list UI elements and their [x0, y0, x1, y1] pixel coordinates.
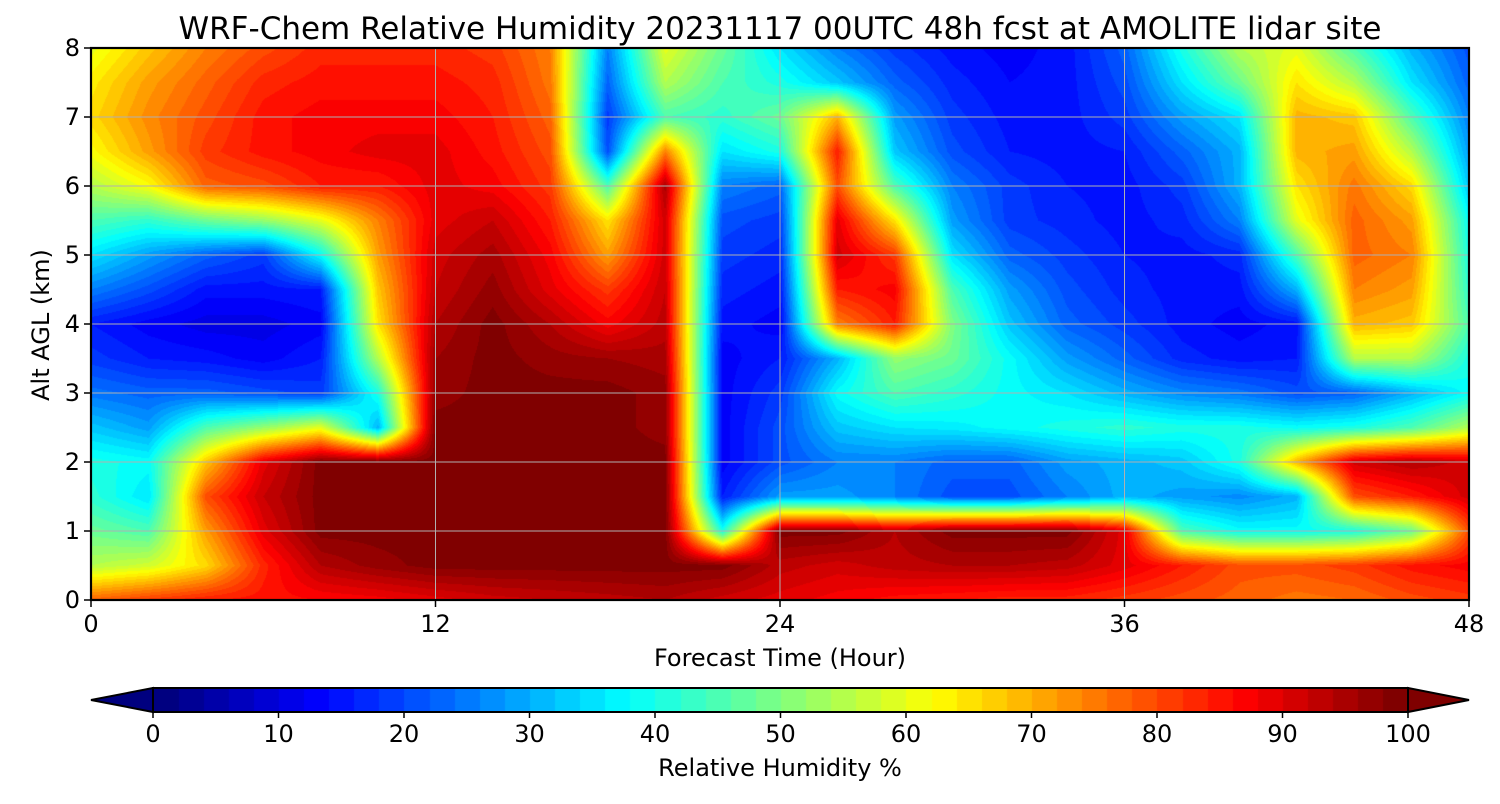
colorbar-tick-label: 0 [145, 720, 160, 748]
x-tick-label: 36 [1109, 610, 1140, 638]
x-axis-label: Forecast Time (Hour) [654, 644, 906, 672]
chart-title: WRF-Chem Relative Humidity 20231117 00UT… [178, 11, 1381, 47]
colorbar-gradient [153, 688, 1408, 712]
colorbar-tick-label: 40 [640, 720, 671, 748]
colorbar: 0 10 20 30 40 50 60 70 80 90 100 Relative Humidity… [90, 686, 1470, 782]
x-tick-label: 48 [1454, 610, 1485, 638]
colorbar-tick-label: 90 [1267, 720, 1298, 748]
y-axis-label: Alt AGL (km) [27, 249, 55, 401]
colorbar-tick-label: 60 [891, 720, 922, 748]
y-tick-label: 4 [65, 310, 80, 338]
colorbar-ticks: 0 10 20 30 40 50 60 70 80 90 100 [145, 712, 1431, 748]
y-tick-label: 6 [65, 172, 80, 200]
colorbar-tick-label: 80 [1142, 720, 1173, 748]
colorbar-tick-label: 100 [1385, 720, 1431, 748]
colorbar-tick-label: 70 [1016, 720, 1047, 748]
colorbar-tick-label: 50 [765, 720, 796, 748]
y-tick-label: 1 [65, 517, 80, 545]
colorbar-under-arrow [90, 686, 154, 714]
y-tick-label: 2 [65, 448, 80, 476]
x-tick-label: 12 [420, 610, 451, 638]
x-tick-label: 0 [83, 610, 98, 638]
colorbar-label: Relative Humidity % [658, 754, 902, 782]
colorbar-tick-label: 30 [514, 720, 545, 748]
y-tick-label: 0 [65, 586, 80, 614]
colorbar-over-arrow [1407, 686, 1470, 714]
y-tick-label: 5 [65, 241, 80, 269]
x-tick-label: 24 [765, 610, 796, 638]
plot-area [89, 46, 1471, 602]
x-axis-ticks: 0 12 24 36 48 [83, 600, 1484, 638]
y-tick-label: 8 [65, 34, 80, 62]
y-tick-label: 3 [65, 379, 80, 407]
colorbar-tick-label: 10 [263, 720, 294, 748]
y-axis-ticks: 0 1 2 3 4 5 6 7 8 [65, 34, 91, 614]
colorbar-tick-label: 20 [389, 720, 420, 748]
y-tick-label: 7 [65, 103, 80, 131]
grid-lines [91, 48, 1469, 600]
